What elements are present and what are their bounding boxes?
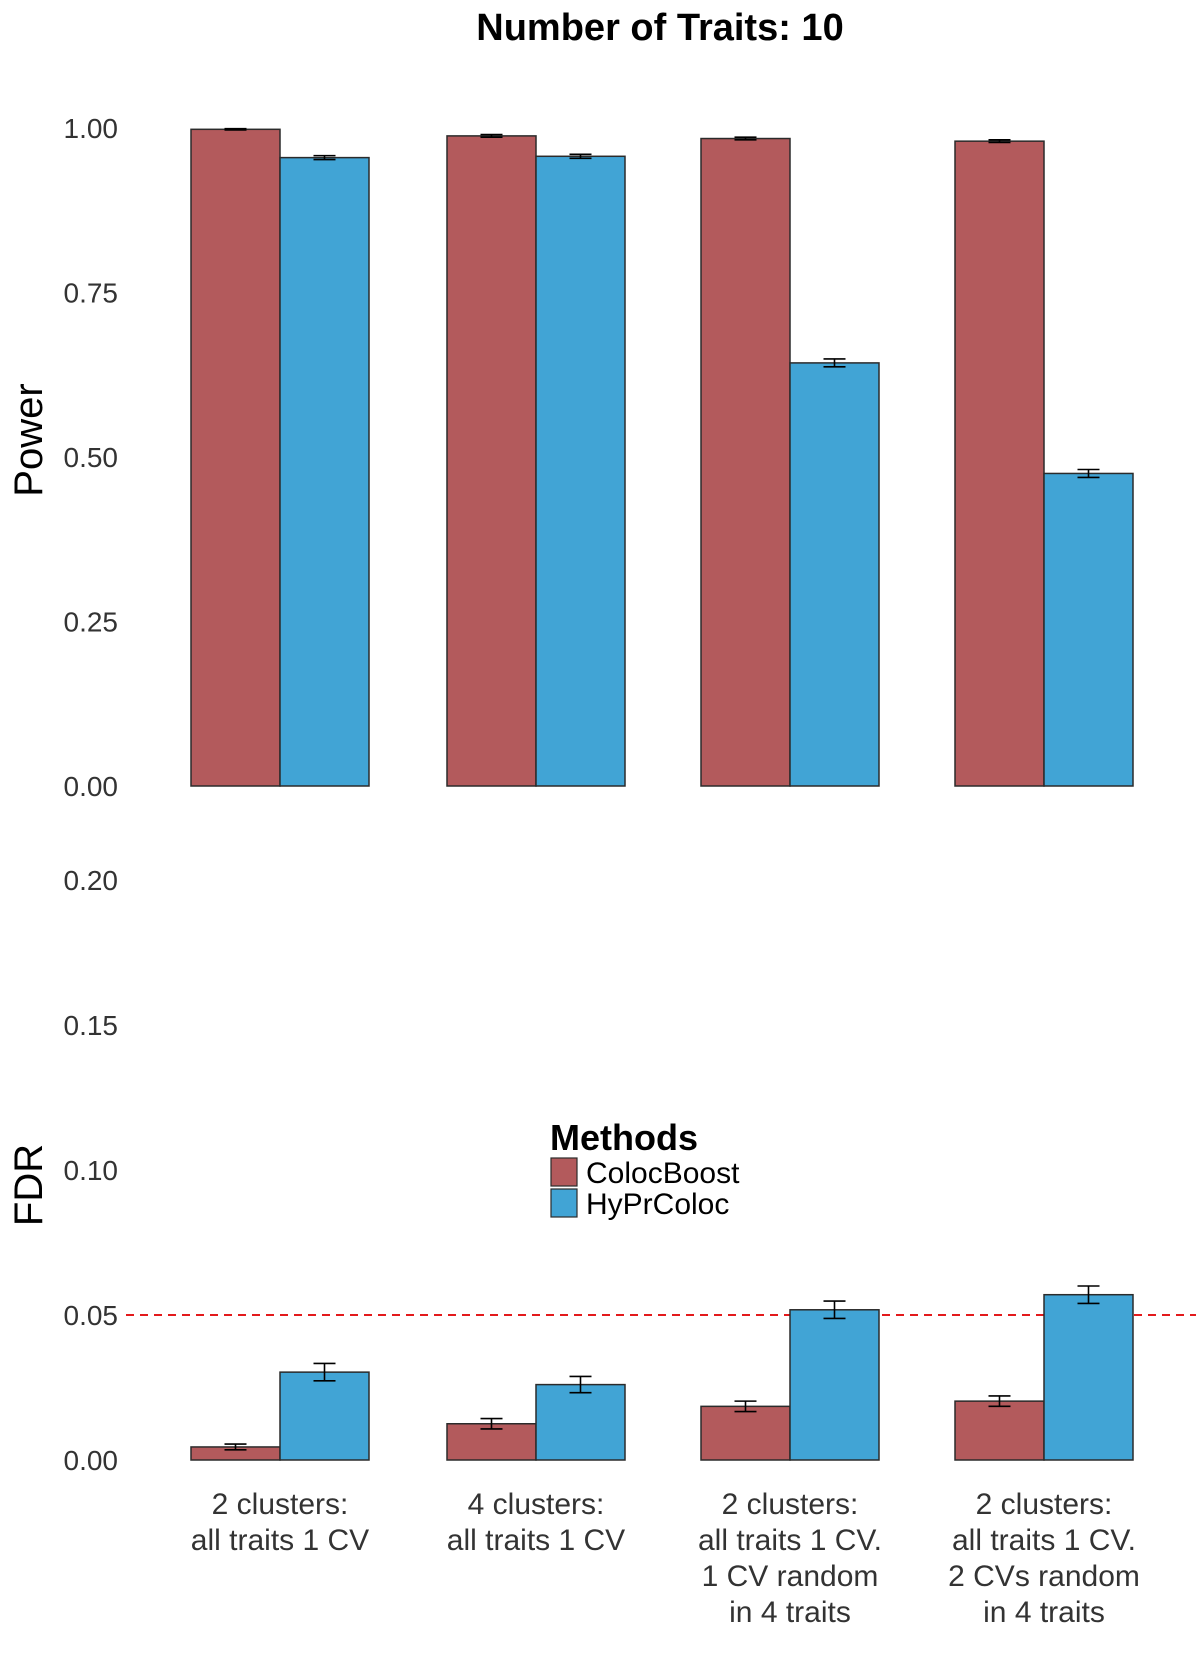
error-bar xyxy=(224,1443,247,1451)
error-bar xyxy=(480,1417,503,1430)
y-axis-label: FDR xyxy=(7,1144,51,1226)
y-tick-label: 0.10 xyxy=(64,1155,119,1186)
bar-hyprcoloc xyxy=(789,1309,880,1461)
y-axis-label: Power xyxy=(7,383,51,496)
bar-hyprcoloc xyxy=(535,155,626,787)
legend-title: Methods xyxy=(550,1117,698,1158)
chart-title: Number of Traits: 10 xyxy=(476,7,843,49)
error-bar xyxy=(313,1362,336,1382)
y-tick-label: 0.25 xyxy=(64,607,119,638)
power-panel: 0.00 0.25 0.50 0.75 1.00 Power xyxy=(7,113,1134,802)
legend-swatch xyxy=(550,1157,578,1187)
bar-hyprcoloc xyxy=(789,362,880,787)
bar-colocboost xyxy=(190,128,281,787)
bar-colocboost xyxy=(700,137,791,787)
y-tick-label: 0.50 xyxy=(64,442,119,473)
x-category-label: 4 clusters: all traits 1 CV xyxy=(447,1488,625,1557)
error-bar xyxy=(734,1400,757,1413)
x-category-label: 2 clusters: all traits 1 CV. 2 CVs random i… xyxy=(948,1488,1140,1629)
error-bar xyxy=(734,136,757,141)
legend-entry: ColocBoost xyxy=(586,1157,740,1190)
y-tick-label: 1.00 xyxy=(64,113,119,144)
error-bar xyxy=(1077,1285,1100,1305)
error-bar xyxy=(1077,468,1100,479)
bar-colocboost xyxy=(954,1400,1045,1461)
bar-colocboost xyxy=(446,135,537,787)
x-category-labels: 2 clusters: all traits 1 CV 4 clusters: all… xyxy=(191,1488,1140,1629)
error-bar xyxy=(823,1300,846,1320)
bar-hyprcoloc xyxy=(1043,472,1134,787)
bar-hyprcoloc xyxy=(1043,1293,1134,1461)
error-bar xyxy=(823,358,846,368)
error-bar xyxy=(224,127,247,131)
bar-hyprcoloc xyxy=(279,1371,370,1461)
error-bar xyxy=(988,139,1011,144)
fdr-panel: 0.00 0.05 0.10 0.15 0.20 FDR xyxy=(7,865,1196,1476)
x-category-label: 2 clusters: all traits 1 CV xyxy=(191,1488,369,1557)
y-tick-label: 0.75 xyxy=(64,278,119,309)
y-tick-label: 0.00 xyxy=(64,1445,119,1476)
x-category-label: 2 clusters: all traits 1 CV. 1 CV random in… xyxy=(698,1488,882,1629)
bar-colocboost xyxy=(954,140,1045,787)
y-tick-label: 0.15 xyxy=(64,1010,119,1041)
legend-swatch xyxy=(550,1188,578,1218)
y-tick-label: 0.00 xyxy=(64,771,119,802)
error-bar xyxy=(988,1395,1011,1408)
bar-colocboost xyxy=(700,1405,791,1461)
error-bar xyxy=(569,1375,592,1394)
legend-entry: HyPrColoc xyxy=(586,1188,729,1221)
y-tick-label: 0.05 xyxy=(64,1300,119,1331)
error-bar xyxy=(313,154,336,161)
bar-hyprcoloc xyxy=(279,156,370,787)
error-bar xyxy=(480,133,503,139)
error-bar xyxy=(569,153,592,160)
y-tick-label: 0.20 xyxy=(64,865,119,896)
bar-hyprcoloc xyxy=(535,1383,626,1461)
